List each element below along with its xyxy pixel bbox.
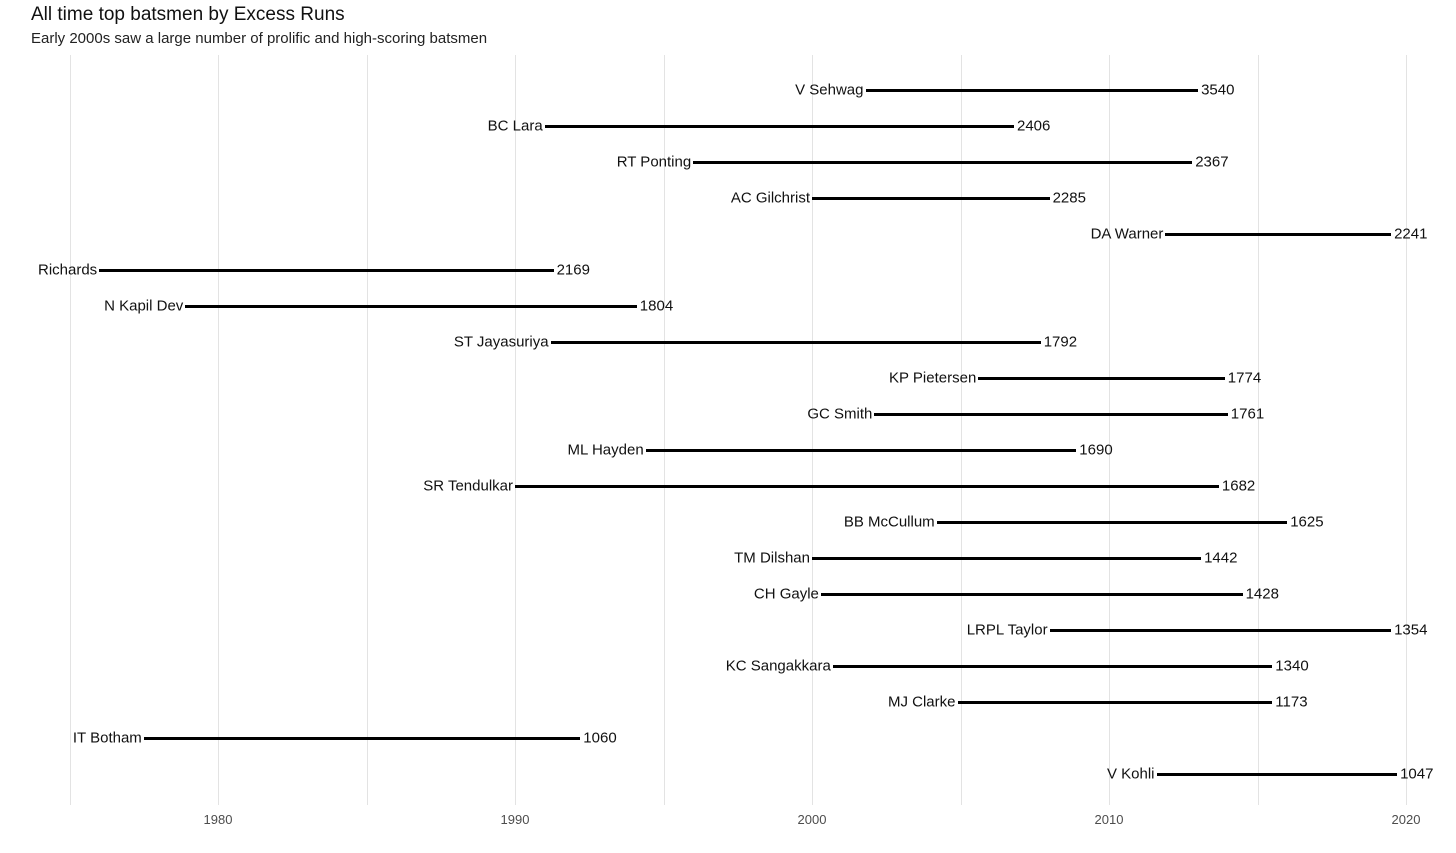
chart-subtitle: Early 2000s saw a large number of prolif… [31, 30, 488, 47]
career-line [1049, 628, 1392, 632]
x-tick-label: 1990 [500, 812, 530, 827]
player-label: BC Lara [487, 117, 543, 135]
gridline-2005 [960, 55, 962, 805]
career-line [820, 592, 1243, 596]
career-line [544, 124, 1014, 128]
value-label: 1625 [1290, 513, 1324, 531]
value-label: 1682 [1221, 477, 1256, 495]
player-label: CH Gayle [753, 585, 819, 603]
player-label: SR Tendulkar [423, 477, 513, 495]
career-line [978, 376, 1225, 380]
player-label: KC Sangakkara [725, 657, 831, 675]
value-label: 1340 [1275, 657, 1309, 675]
career-line [874, 412, 1228, 416]
player-label: BB McCullum [843, 513, 935, 531]
career-line [936, 520, 1288, 524]
gridline-1975 [69, 55, 71, 805]
value-label: 1804 [639, 297, 674, 315]
career-line [143, 736, 581, 740]
value-label: 1792 [1043, 333, 1078, 351]
value-label: 1761 [1230, 405, 1265, 423]
gridline-1985 [366, 55, 368, 805]
x-tick-label: 1980 [203, 812, 233, 827]
x-tick-label: 2000 [797, 812, 827, 827]
gridline-2010 [1109, 55, 1110, 805]
value-label: 1428 [1245, 585, 1279, 603]
career-line [693, 160, 1193, 164]
value-label: 2367 [1195, 153, 1229, 171]
value-label: 1047 [1400, 765, 1434, 783]
player-label: ML Hayden [567, 441, 644, 459]
career-line [645, 448, 1077, 452]
value-label: 2169 [556, 261, 590, 279]
player-label: MJ Clarke [887, 693, 956, 711]
value-label: 2285 [1052, 189, 1086, 207]
value-label: 1173 [1275, 693, 1308, 711]
value-label: 1690 [1079, 441, 1113, 459]
player-label: KP Pietersen [889, 369, 977, 387]
career-line [957, 700, 1273, 704]
player-label: RT Ponting [616, 153, 692, 171]
player-label: Richards [38, 261, 98, 279]
value-label: 1354 [1394, 621, 1428, 639]
player-label: V Sehwag [795, 81, 864, 99]
player-label: LRPL Taylor [966, 621, 1048, 639]
player-label: GC Smith [807, 405, 873, 423]
career-line [185, 304, 637, 308]
value-label: 1774 [1227, 369, 1262, 387]
value-label: 1060 [583, 729, 617, 747]
player-label: IT Botham [72, 729, 142, 747]
gridline-2000 [812, 55, 813, 805]
value-label: 2241 [1394, 225, 1428, 243]
career-line [1156, 772, 1398, 776]
player-label: DA Warner [1090, 225, 1164, 243]
career-line [812, 556, 1202, 560]
player-label: V Kohli [1106, 765, 1155, 783]
player-label: AC Gilchrist [730, 189, 810, 207]
career-line [550, 340, 1041, 344]
career-line [812, 196, 1050, 200]
gridline-1995 [663, 55, 665, 805]
player-label: ST Jayasuriya [453, 333, 549, 351]
player-label: TM Dilshan [734, 549, 810, 567]
gridline-1990 [515, 55, 516, 805]
career-line [832, 664, 1273, 668]
career-line [515, 484, 1219, 488]
career-line [99, 268, 554, 272]
value-label: 2406 [1017, 117, 1051, 135]
x-tick-label: 2020 [1391, 812, 1421, 827]
value-label: 3540 [1201, 81, 1235, 99]
value-label: 1442 [1204, 549, 1238, 567]
gridline-2020 [1406, 55, 1407, 805]
player-label: N Kapil Dev [104, 297, 184, 315]
career-line [1165, 232, 1392, 236]
gridline-1980 [218, 55, 219, 805]
chart-title: All time top batsmen by Excess Runs [31, 4, 345, 25]
x-tick-label: 2010 [1094, 812, 1124, 827]
career-line [865, 88, 1199, 92]
gridline-2015 [1257, 55, 1259, 805]
